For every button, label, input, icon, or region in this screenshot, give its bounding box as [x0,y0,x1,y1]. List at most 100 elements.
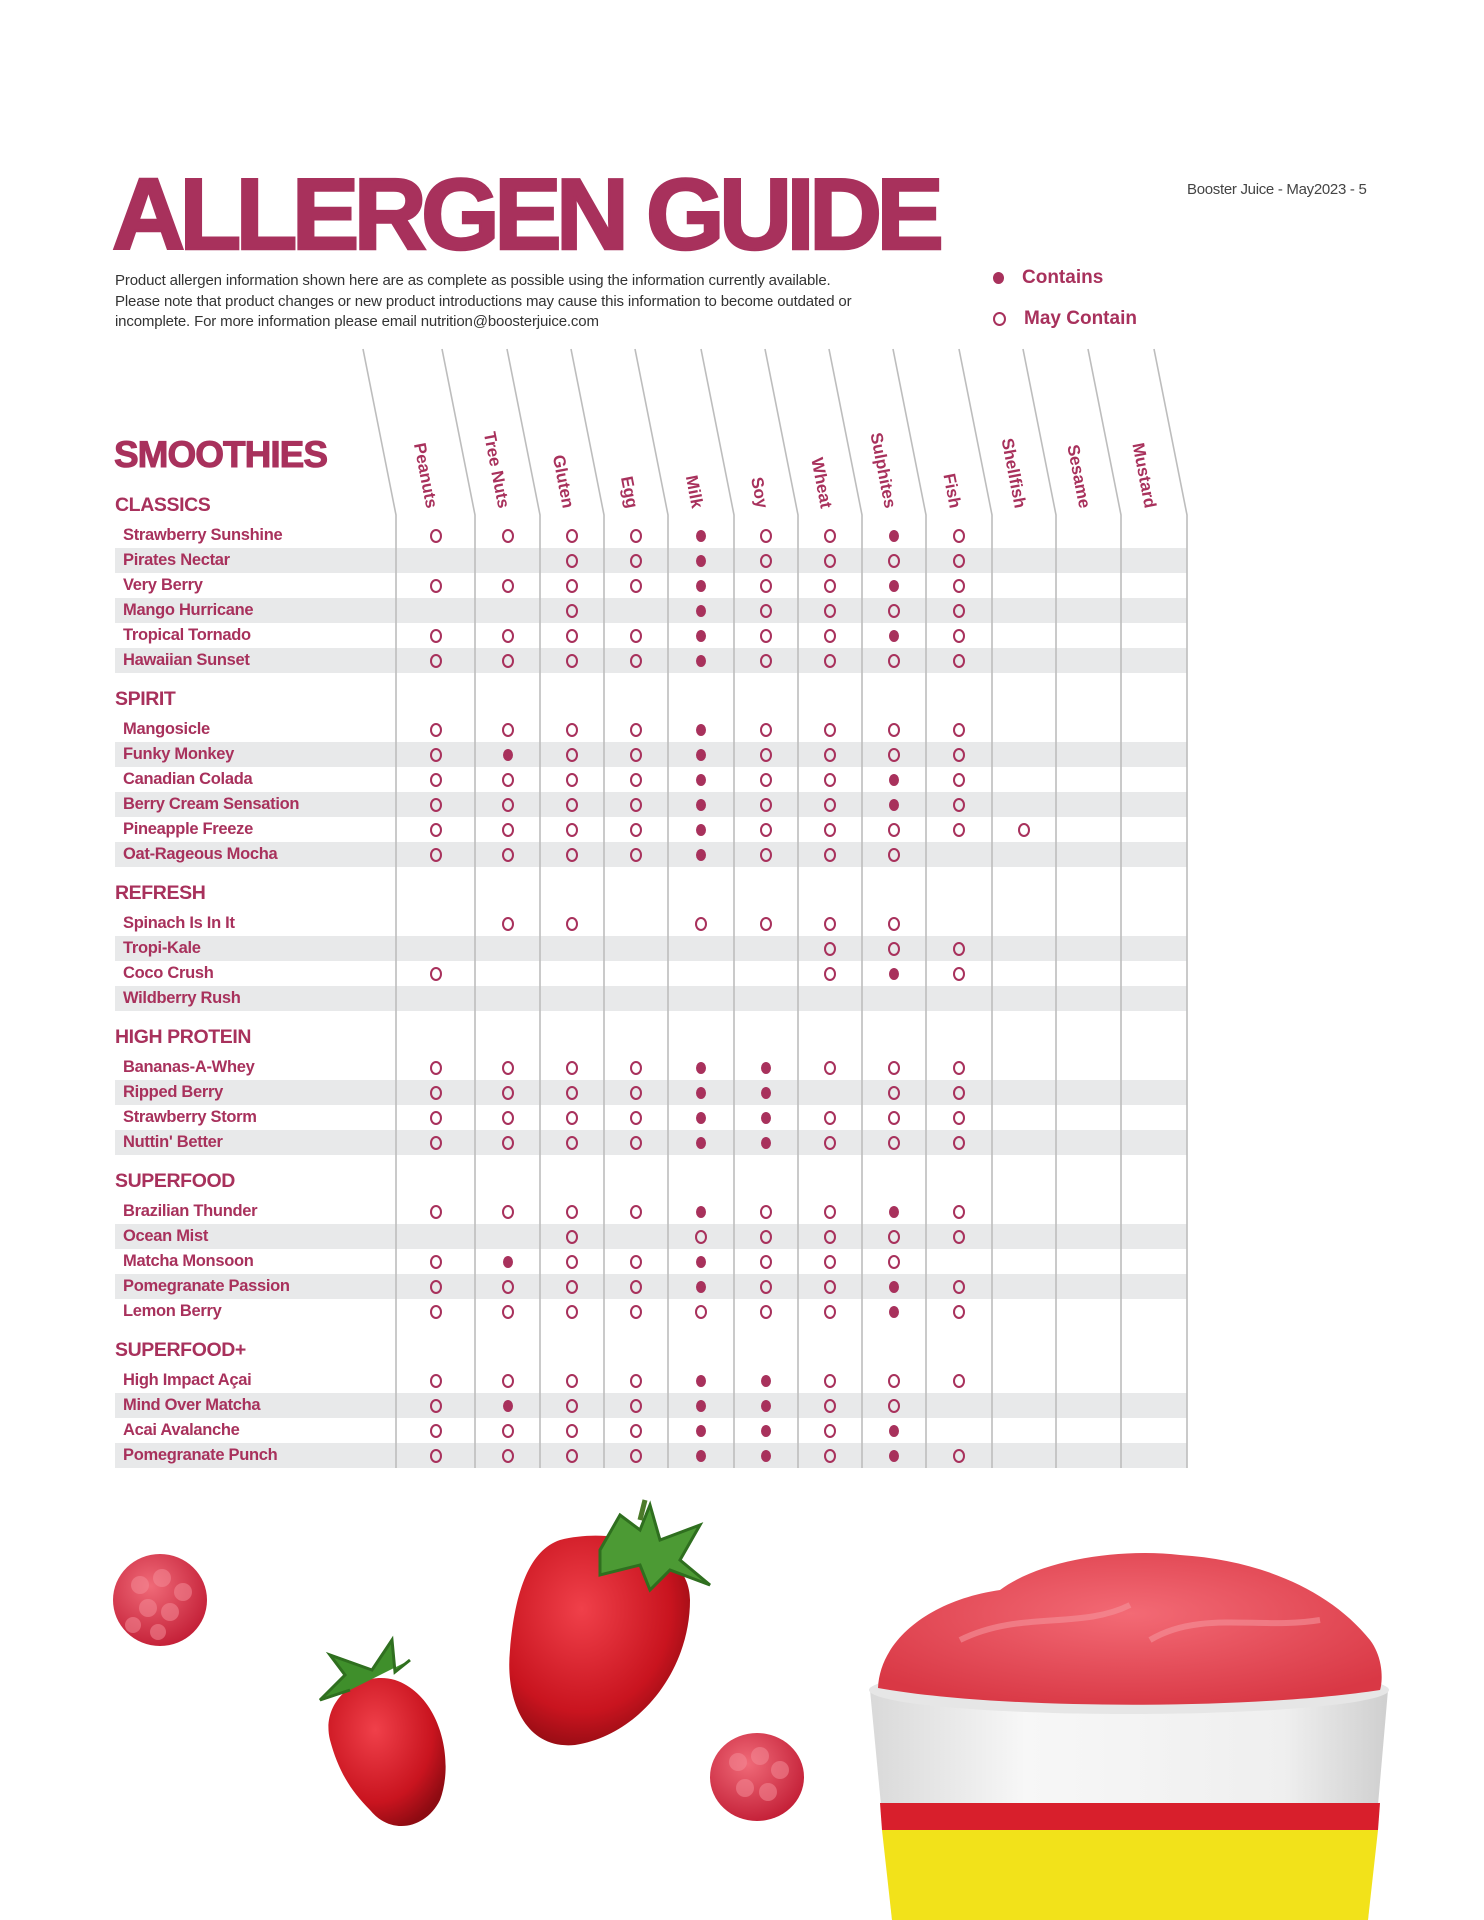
may-contain-ring-icon [888,1230,900,1244]
may-contain-ring-icon [429,1374,442,1388]
strawberry-large-image [509,1499,711,1746]
smoothie-name: Brazilian Thunder [123,1201,258,1220]
may-contain-ring-icon [824,1111,836,1125]
may-contain-ring-icon [824,654,836,668]
may-contain-ring-icon [501,654,514,668]
may-contain-ring-icon [953,723,965,737]
may-contain-ring-icon [953,1449,965,1463]
contains-dot-icon [696,724,706,736]
may-contain-ring-icon [824,773,836,787]
may-contain-ring-icon [695,1305,707,1319]
smoothie-name: Canadian Colada [123,769,253,788]
column-header-sulphites: Sulphites [866,431,899,510]
smoothie-name: Ocean Mist [123,1226,209,1245]
contains-dot-icon [696,749,706,761]
contains-dot-icon [696,799,706,811]
contains-dot-icon [889,968,899,980]
may-contain-ring-icon [566,1424,578,1438]
may-contain-ring-icon [501,1424,514,1438]
may-contain-ring-icon [953,629,965,643]
may-contain-ring-icon [824,579,836,593]
may-contain-ring-icon [824,554,836,568]
may-contain-ring-icon [630,554,642,568]
may-contain-ring-icon [953,773,965,787]
smoothie-name: Pineapple Freeze [123,819,254,838]
may-contain-ring-icon [429,1205,442,1219]
may-contain-ring-icon [630,654,642,668]
may-contain-ring-icon [1018,823,1030,837]
may-contain-ring-icon [429,629,442,643]
may-contain-ring-icon [501,823,514,837]
may-contain-ring-icon [566,1255,578,1269]
may-contain-ring-icon [566,798,578,812]
may-contain-ring-icon [888,1399,900,1413]
table-row: Canadian Colada [115,767,1187,792]
smoothie-name: Berry Cream Sensation [123,794,300,813]
may-contain-ring-icon [888,1111,900,1125]
may-contain-ring-icon [953,1280,965,1294]
may-contain-ring-icon [630,723,642,737]
may-contain-ring-icon [953,1111,965,1125]
section-heading: SUPERFOOD+ [115,1339,246,1361]
page-reference: Booster Juice - May2023 - 5 [1187,181,1367,198]
may-contain-ring-icon [824,1280,836,1294]
may-contain-ring-icon [566,1061,578,1075]
may-contain-ring-icon [429,529,442,543]
may-contain-ring-icon [566,654,578,668]
may-contain-ring-icon [501,579,514,593]
may-contain-ring-icon [824,1424,836,1438]
may-contain-ring-icon [824,723,836,737]
intro-line: Please note that product changes or new … [115,292,852,310]
may-contain-ring-icon [501,529,514,543]
may-contain-ring-icon [760,773,772,787]
may-contain-ring-icon [824,798,836,812]
section-heading: SPIRIT [115,688,176,710]
smoothie-name: Acai Avalanche [123,1420,240,1439]
contains-dot-icon [696,849,706,861]
smoothie-name: Matcha Monsoon [123,1251,254,1270]
may-contain-ring-icon [501,798,514,812]
may-contain-ring-icon [501,1086,514,1100]
may-contain-ring-icon [630,579,642,593]
contains-dot-icon [696,630,706,642]
may-contain-ring-icon [953,554,965,568]
contains-dot-icon [696,1281,706,1293]
contains-dot-icon [761,1087,771,1099]
contains-dot-icon [761,1425,771,1437]
table-row: Wildberry Rush [115,985,1187,1011]
may-contain-ring-icon [760,1255,772,1269]
fruit-and-smoothie-image [113,1499,1389,1920]
may-contain-ring-icon [824,823,836,837]
filled-dot-icon [993,272,1004,284]
smoothie-name: High Impact Açai [123,1370,252,1389]
may-contain-ring-icon [630,823,642,837]
contains-dot-icon [761,1062,771,1074]
may-contain-ring-icon [429,1111,442,1125]
intro-line: incomplete. For more information please … [115,313,599,330]
smoothie-name: Pirates Nectar [123,550,230,569]
page-title: ALLERGEN GUIDE [111,159,945,272]
contains-dot-icon [696,774,706,786]
may-contain-ring-icon [824,1374,836,1388]
contains-dot-icon [696,1112,706,1124]
may-contain-ring-icon [566,1280,578,1294]
may-contain-ring-icon [429,1449,442,1463]
smoothie-name: Mangosicle [123,719,210,738]
may-contain-ring-icon [566,604,578,618]
may-contain-ring-icon [953,1136,965,1150]
may-contain-ring-icon [566,1399,578,1413]
may-contain-ring-icon [566,917,578,931]
may-contain-ring-icon [953,1305,965,1319]
may-contain-ring-icon [760,723,772,737]
smoothie-name: Coco Crush [123,963,214,982]
may-contain-ring-icon [566,748,578,762]
may-contain-ring-icon [953,1086,965,1100]
table-row: Ripped Berry [115,1079,1187,1105]
contains-dot-icon [696,1256,706,1268]
may-contain-ring-icon [429,579,442,593]
may-contain-ring-icon [566,554,578,568]
intro-line: Product allergen information shown here … [115,272,831,289]
may-contain-ring-icon [566,1136,578,1150]
column-header-egg: Egg [617,475,642,510]
table-row: Coco Crush [115,961,1187,986]
